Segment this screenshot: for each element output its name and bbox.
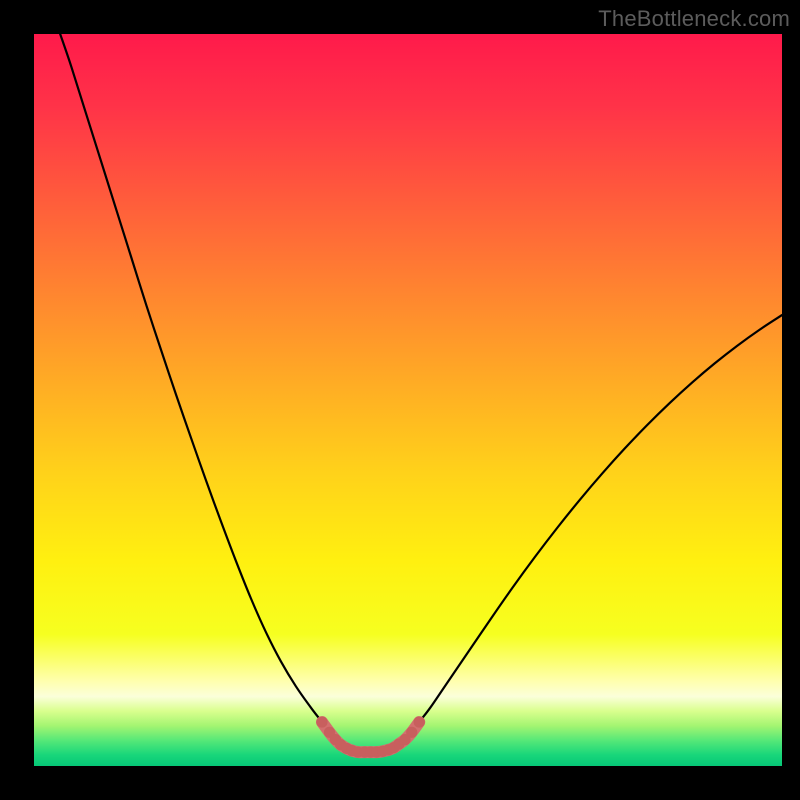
chart-background bbox=[34, 34, 782, 766]
highlight-dot bbox=[406, 727, 417, 738]
highlight-dot bbox=[316, 716, 327, 727]
frame-right bbox=[782, 0, 800, 800]
bottleneck-chart-svg bbox=[34, 34, 782, 766]
chart-container bbox=[34, 34, 782, 766]
frame-left bbox=[0, 0, 34, 800]
highlight-dot bbox=[414, 716, 425, 727]
frame-bottom bbox=[0, 766, 800, 800]
watermark-text: TheBottleneck.com bbox=[598, 6, 790, 32]
